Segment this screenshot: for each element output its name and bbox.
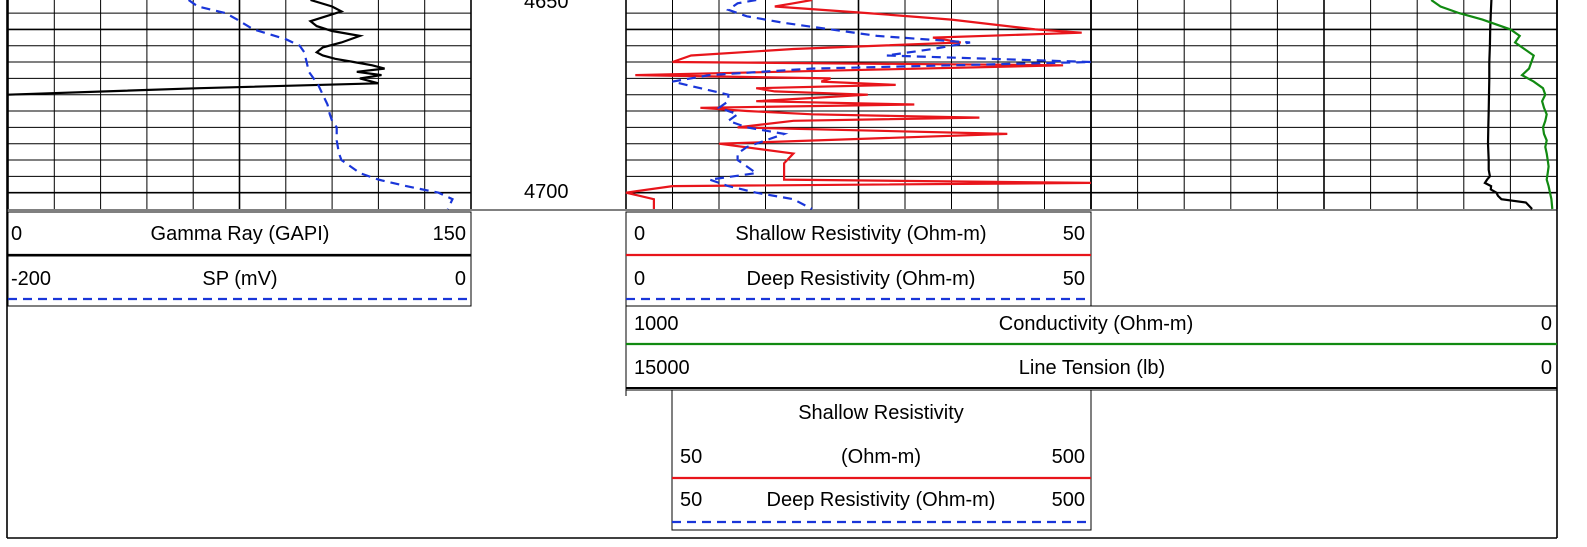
line-tension-right-scale: 0 [1540,357,1552,379]
alt-shallow-res-right-scale: 500 [1051,446,1085,468]
line-tension-left-scale: 15000 [634,357,690,379]
track1-grid [7,0,472,209]
deep-res-right-scale: 50 [1062,268,1085,290]
legend-lines [7,211,1558,531]
gamma-ray-curve [7,0,385,96]
gamma-ray-title: Gamma Ray (GAPI) [150,223,330,245]
alt-deep-res-right-scale: 500 [1051,489,1085,511]
alt-deep-res-left-scale: 50 [680,489,703,511]
track3-grid [1090,0,1558,209]
log-curves [7,0,1554,210]
alt-shallow-res-title-line2: (Ohm-m) [841,446,921,468]
conductivity-title: Conductivity (Ohm-m) [998,313,1194,335]
sp-curve [187,0,454,210]
conductivity-right-scale: 0 [1540,313,1552,335]
line-tension-curve [1483,0,1533,210]
track-grids [6,0,1558,539]
sp-left-scale: -200 [11,268,52,290]
conductivity-left-scale: 1000 [634,313,679,335]
sp-right-scale: 0 [454,268,466,290]
depth-tick-label-4650: 4650 [524,0,569,13]
deep-res-title: Deep Resistivity (Ohm-m) [746,268,976,290]
alt-deep-res-title: Deep Resistivity (Ohm-m) [766,489,996,511]
sp-title: SP (mV) [202,268,278,290]
conductivity-curve [1430,0,1554,210]
line-tension-title: Line Tension (lb) [1018,357,1166,379]
shallow-res-left-scale: 0 [634,223,646,245]
shallow-res-title: Shallow Resistivity (Ohm-m) [735,223,987,245]
deep-res-left-scale: 0 [634,268,646,290]
depth-tick-label-4700: 4700 [524,181,569,203]
deep-resistivity-curve [672,0,1092,210]
shallow-res-right-scale: 50 [1062,223,1085,245]
alt-shallow-res-left-scale: 50 [680,446,703,468]
track2-grid [625,0,1092,209]
gamma-ray-right-scale: 150 [432,223,466,245]
track1-legend-box [7,211,472,307]
gamma-ray-left-scale: 0 [11,223,23,245]
alt-scale-legend-box [671,389,1092,531]
alt-shallow-res-title-line1: Shallow Resistivity [798,402,964,424]
shallow-resistivity-curve [625,0,1092,209]
